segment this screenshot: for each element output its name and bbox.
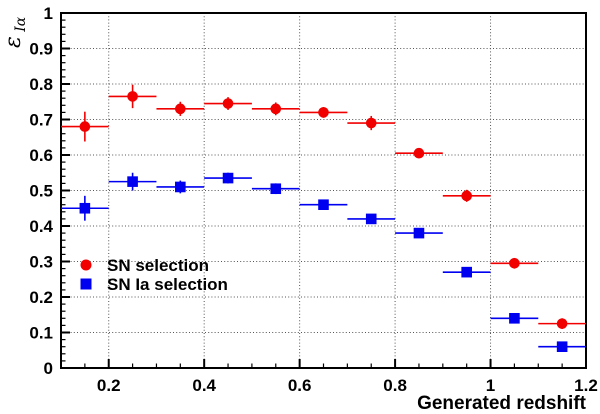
data-points-layer (61, 84, 586, 352)
data-point-square (509, 313, 520, 324)
x-axis-tick-label: 1.2 (574, 376, 598, 395)
y-axis-tick-label: 0.6 (29, 146, 53, 165)
x-axis-tick-label: 0.6 (288, 376, 312, 395)
y-axis-tick-label: 0.5 (29, 182, 53, 201)
data-point-square (318, 199, 329, 210)
data-point-square (127, 176, 138, 187)
data-point-circle (461, 190, 472, 202)
y-axis-tick-label: 0.2 (29, 288, 53, 307)
axis-ticks: 0 0.1 0.2 0.3 0.4 0.5 0.6 0.7 0.8 0.9 1 0.2 0.4 0.6 0.… (29, 4, 597, 395)
data-point-circle (509, 257, 520, 269)
legend-label-sn-selection: SN selection (107, 256, 209, 275)
gridlines (61, 13, 586, 368)
data-point-square (79, 202, 91, 214)
legend-label-snia-selection: SN Ia selection (107, 275, 228, 294)
data-point-square (365, 213, 377, 225)
data-point-square (556, 341, 568, 352)
legend: SN selection SN Ia selection (80, 256, 228, 294)
data-point-circle (222, 98, 234, 109)
y-axis-tick-label: 0.1 (29, 324, 53, 343)
x-axis-tick-label: 0.2 (97, 376, 121, 395)
y-axis-title-epsilon: ε (1, 36, 26, 48)
data-point-square (413, 227, 425, 239)
series-square (61, 172, 586, 352)
y-axis-tick-label: 0.8 (29, 75, 53, 94)
data-point-circle (413, 147, 425, 159)
legend-marker-square (80, 278, 92, 290)
y-axis-tick-label: 0.3 (29, 253, 53, 272)
data-point-square (175, 181, 186, 193)
data-point-square (222, 172, 234, 184)
y-axis-tick-label: 0.7 (29, 111, 53, 130)
data-point-square (270, 183, 282, 195)
y-axis-title-subscript: Iα (13, 16, 29, 33)
data-point-square (461, 266, 472, 278)
x-axis-tick-label: 0.8 (383, 376, 407, 395)
data-point-circle (79, 121, 91, 132)
data-point-circle (127, 91, 138, 102)
y-axis-tick-label: 0.9 (29, 40, 53, 59)
data-point-circle (318, 107, 329, 118)
y-axis-tick-label: 1 (44, 4, 53, 23)
plot-frame (60, 12, 587, 369)
data-point-circle (270, 103, 282, 115)
data-point-circle (556, 318, 568, 329)
y-axis-tick-label: 0 (44, 359, 53, 378)
series-circle (61, 84, 586, 329)
x-axis-tick-label: 1 (486, 376, 495, 395)
legend-marker-circle (80, 259, 92, 271)
data-point-circle (175, 103, 186, 115)
legend-markers (80, 259, 92, 290)
y-axis-title: ε Iα (1, 16, 29, 48)
y-axis-tick-label: 0.4 (29, 217, 53, 236)
x-axis-tick-label: 0.4 (192, 376, 216, 395)
data-point-circle (365, 117, 377, 129)
x-axis-title: Generated redshift (417, 393, 587, 414)
